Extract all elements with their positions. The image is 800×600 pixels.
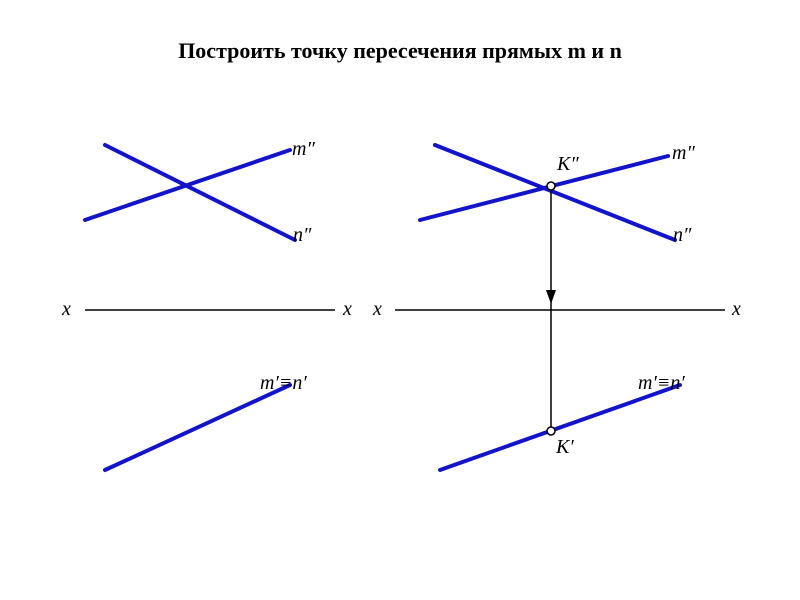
label-right-1: n″ [673,224,691,247]
label-left-2: m′≡n′ [260,372,307,395]
axis-label-left-0: x [62,298,71,321]
point-k1 [547,427,555,435]
label-right-4: K′ [556,436,574,459]
line-mn1-left [105,385,290,470]
line-n2-right [435,145,675,240]
axis-label-right-1: x [732,298,741,321]
label-left-0: m″ [292,138,315,161]
axis-label-right-0: x [373,298,382,321]
axis-label-left-1: x [343,298,352,321]
label-right-2: K″ [557,153,579,176]
label-left-1: n″ [293,224,311,247]
projection-arrow [546,290,556,304]
point-k2 [547,182,555,190]
diagram-svg [0,0,800,600]
label-right-3: m′≡n′ [638,372,685,395]
label-right-0: m″ [672,142,695,165]
